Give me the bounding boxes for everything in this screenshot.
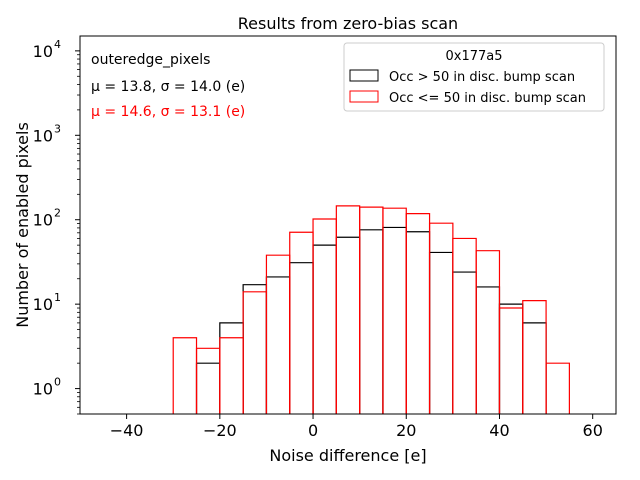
y-tick-exponent: 2	[54, 207, 61, 220]
annotation-stats-black: μ = 13.8, σ = 14.0 (e)	[91, 79, 245, 95]
x-axis-label: Noise difference [e]	[269, 446, 426, 465]
y-tick-label: 10	[33, 295, 53, 314]
legend-label-black: Occ > 50 in disc. bump scan	[389, 70, 575, 85]
y-tick-label: 10	[33, 126, 53, 145]
x-tick-label: −20	[203, 421, 237, 440]
x-tick-label: 20	[396, 421, 416, 440]
legend-swatch-black	[349, 69, 379, 82]
y-tick-exponent: 4	[54, 38, 61, 51]
y-tick-exponent: 3	[54, 122, 61, 135]
legend-title: 0x177a5	[445, 49, 502, 64]
annotation-stats-red: μ = 14.6, σ = 13.1 (e)	[91, 104, 245, 120]
y-tick-exponent: 0	[54, 376, 61, 389]
x-tick-label: 0	[308, 421, 318, 440]
y-tick-exponent: 1	[54, 291, 61, 304]
chart-title: Results from zero-bias scan	[238, 14, 458, 33]
series-1-bin-15	[522, 300, 547, 414]
x-tick-label: −40	[110, 421, 144, 440]
series-1-bin-16	[545, 362, 570, 414]
legend-label-red: Occ <= 50 in disc. bump scan	[389, 91, 586, 106]
legend: 0x177a5 Occ > 50 in disc. bump scan Occ …	[343, 42, 605, 112]
annotation-pixel-group: outeredge_pixels	[91, 52, 210, 68]
legend-swatch-red	[349, 90, 379, 103]
x-tick-label: 40	[489, 421, 509, 440]
plot-frame	[79, 35, 617, 415]
x-tick-label: 60	[583, 421, 603, 440]
y-tick-label: 10	[33, 42, 53, 61]
legend-box	[343, 42, 605, 112]
y-tick-label: 10	[33, 380, 53, 399]
y-tick-label: 10	[33, 211, 53, 230]
y-axis-label: Number of enabled pixels	[13, 122, 32, 328]
